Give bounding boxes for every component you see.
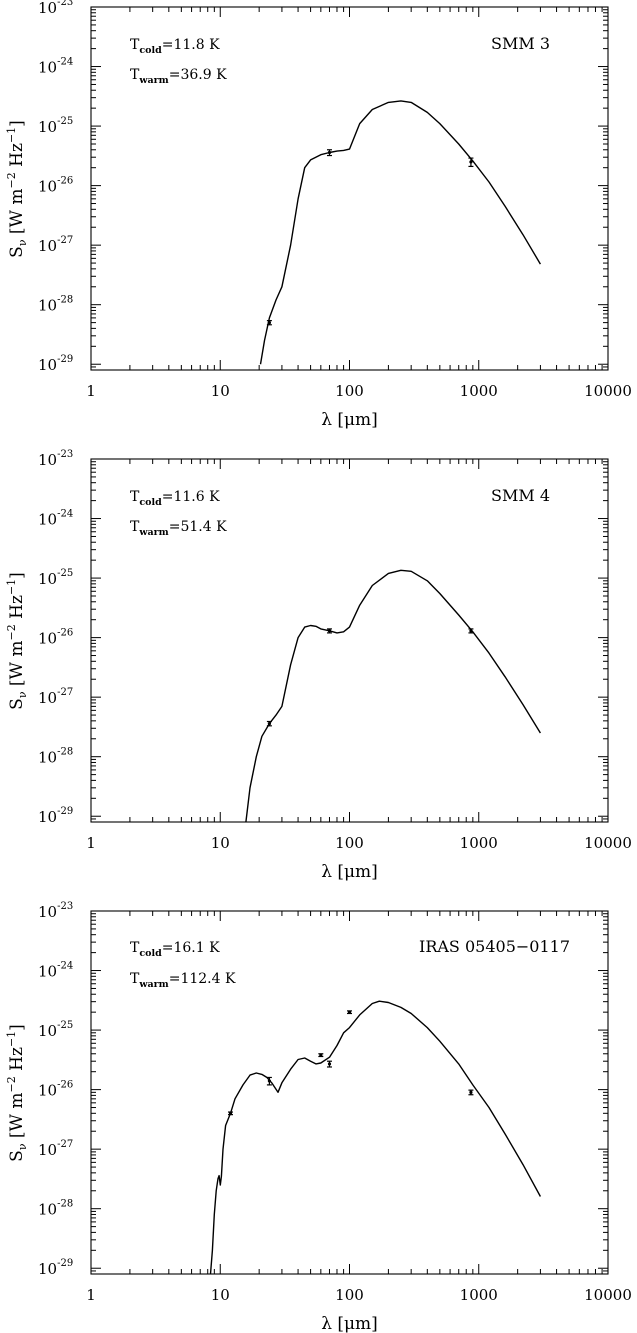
- x-tick-label: 1: [86, 382, 96, 400]
- t-warm-annotation: Twarm=51.4 K: [130, 519, 227, 538]
- x-tick-label: 100: [335, 1286, 364, 1304]
- x-axis: 1 10 100 1000 10000: [86, 7, 632, 400]
- source-label: SMM 3: [491, 34, 550, 53]
- y-tick-label: 10-29: [38, 354, 73, 374]
- x-tick-label: 1: [86, 1286, 96, 1304]
- flux-data-point: [326, 149, 332, 157]
- flux-data-point: [347, 1010, 352, 1015]
- x-tick-label: 100: [335, 382, 364, 400]
- flux-data-point: [326, 628, 332, 634]
- y-axis: 10-23 10-24 10-25 10-26 10-27 10-28 10-29: [38, 0, 608, 374]
- plot-area: [245, 569, 541, 823]
- y-tick-label: 10-27: [38, 687, 73, 707]
- y-tick-label: 10-25: [38, 1020, 73, 1040]
- x-axis: 1 10 100 1000 10000: [86, 911, 632, 1304]
- data-point-marker: [469, 629, 473, 633]
- x-axis-title: λ [μm]: [321, 1314, 378, 1333]
- t-cold-annotation: Tcold=11.6 K: [130, 489, 220, 508]
- x-tick-label: 100: [335, 834, 364, 852]
- y-axis: 10-23 10-24 10-25 10-26 10-27 10-28 10-29: [38, 449, 608, 826]
- y-tick-label: 10-23: [38, 0, 73, 17]
- source-label: SMM 4: [491, 486, 550, 505]
- x-tick-label: 10: [211, 382, 230, 400]
- data-point-marker: [347, 1010, 352, 1014]
- plot-area: [209, 1000, 542, 1275]
- y-axis-title: Sν [W m−2 Hz−1]: [5, 1024, 29, 1162]
- data-point-marker: [327, 150, 332, 155]
- flux-data-point: [318, 1053, 324, 1058]
- source-label: IRAS 05405−0117: [419, 937, 570, 956]
- data-point-marker: [267, 321, 271, 325]
- x-axis: 1 10 100 1000 10000: [86, 459, 632, 852]
- y-axis-title: Sν [W m−2 Hz−1]: [5, 572, 29, 710]
- x-tick-label: 10000: [584, 834, 632, 852]
- y-tick-label: 10-27: [38, 1139, 73, 1159]
- x-tick-label: 1: [86, 834, 96, 852]
- t-cold-annotation: Tcold=11.8 K: [130, 37, 220, 56]
- x-tick-label: 10: [211, 834, 230, 852]
- data-point-marker: [469, 1090, 473, 1094]
- x-tick-label: 10000: [584, 1286, 632, 1304]
- x-tick-label: 1000: [460, 1286, 498, 1304]
- y-axis: 10-23 10-24 10-25 10-26 10-27 10-28 10-29: [38, 901, 608, 1278]
- y-tick-label: 10-28: [38, 295, 73, 315]
- y-tick-label: 10-28: [38, 747, 73, 767]
- y-tick-label: 10-24: [38, 961, 73, 981]
- x-tick-label: 10000: [584, 382, 632, 400]
- flux-data-point: [266, 320, 272, 326]
- flux-data-point: [468, 1089, 474, 1096]
- y-tick-label: 10-27: [38, 235, 73, 255]
- model-sed-curve: [259, 100, 542, 365]
- plot-frame: [90, 6, 609, 371]
- plot-area: [259, 100, 542, 365]
- data-point-marker: [319, 1053, 323, 1057]
- y-tick-label: 10-25: [38, 116, 73, 136]
- t-warm-annotation: Twarm=36.9 K: [130, 67, 227, 86]
- y-tick-label: 10-26: [38, 1080, 73, 1100]
- flux-data-point: [266, 720, 272, 727]
- x-tick-label: 1000: [460, 382, 498, 400]
- y-tick-label: 10-28: [38, 1199, 73, 1219]
- y-axis-title: Sν [W m−2 Hz−1]: [5, 120, 29, 258]
- t-warm-annotation: Twarm=112.4 K: [130, 971, 236, 990]
- t-cold-annotation: Tcold=16.1 K: [130, 940, 220, 959]
- y-tick-label: 10-25: [38, 568, 73, 588]
- flux-data-point: [468, 157, 474, 168]
- y-tick-label: 10-23: [38, 901, 73, 921]
- y-tick-label: 10-29: [38, 806, 73, 826]
- data-point-marker: [327, 629, 332, 633]
- data-point-marker: [228, 1111, 233, 1115]
- plot-frame: [90, 458, 609, 823]
- x-axis-title: λ [μm]: [321, 410, 378, 430]
- y-tick-label: 10-26: [38, 176, 73, 196]
- y-tick-label: 10-24: [38, 509, 73, 529]
- x-axis-title: λ [μm]: [321, 862, 378, 882]
- data-point-marker: [267, 1079, 271, 1083]
- flux-data-point: [326, 1060, 332, 1068]
- x-tick-label: 10: [211, 1286, 230, 1304]
- flux-data-point: [227, 1111, 233, 1116]
- model-sed-curve: [209, 1000, 542, 1275]
- y-tick-label: 10-23: [38, 449, 73, 469]
- data-point-marker: [469, 160, 473, 164]
- y-tick-label: 10-29: [38, 1258, 73, 1278]
- flux-data-point: [468, 628, 474, 634]
- flux-data-point: [266, 1076, 272, 1086]
- plot-frame: [90, 910, 609, 1275]
- model-sed-curve: [245, 569, 541, 823]
- x-tick-label: 1000: [460, 834, 498, 852]
- y-tick-label: 10-26: [38, 628, 73, 648]
- y-tick-label: 10-24: [38, 57, 73, 77]
- data-point-marker: [267, 721, 271, 726]
- data-point-marker: [327, 1062, 332, 1066]
